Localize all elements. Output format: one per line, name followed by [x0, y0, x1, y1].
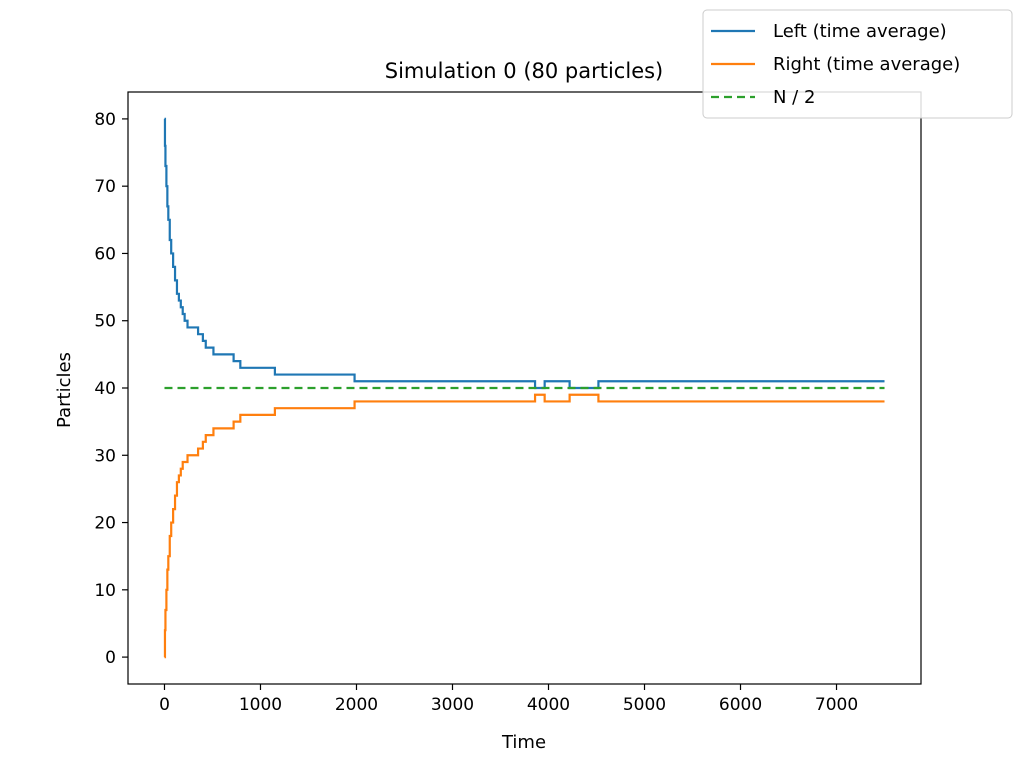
legend-box [702, 9, 1013, 119]
x-tick-label: 1000 [239, 695, 282, 715]
y-tick-label: 80 [94, 110, 116, 130]
chart-title: Simulation 0 (80 particles) [385, 59, 664, 83]
y-tick-label: 70 [94, 177, 116, 197]
y-tick-label: 30 [94, 446, 116, 466]
x-tick-label: 3000 [431, 695, 474, 715]
x-tick-label: 4000 [527, 695, 570, 715]
legend-label-right-time-average: Right (time average) [773, 54, 960, 75]
x-tick-label: 0 [159, 695, 170, 715]
x-tick-label: 7000 [815, 695, 858, 715]
y-axis: 0 10 20 30 40 50 60 70 80 [94, 110, 128, 668]
x-axis-label: Time [501, 732, 546, 753]
y-axis-label: Particles [54, 352, 75, 428]
series-line-left-time-average [163, 117, 885, 390]
y-tick-label: 10 [94, 581, 116, 601]
plot-area [163, 117, 885, 659]
y-tick-label: 0 [105, 648, 116, 668]
series-line-right-time-average [163, 393, 885, 659]
y-tick-label: 20 [94, 514, 116, 534]
x-tick-label: 2000 [335, 695, 378, 715]
x-tick-label: 6000 [719, 695, 762, 715]
legend: Left (time average) Right (time average) N… [702, 9, 1013, 119]
legend-label-n-2: N / 2 [773, 87, 815, 108]
legend-label-left-time-average: Left (time average) [773, 21, 947, 42]
x-axis: 0 1000 2000 3000 4000 5000 6000 7000 [159, 684, 858, 715]
y-tick-label: 60 [94, 244, 116, 264]
x-tick-label: 5000 [623, 695, 666, 715]
y-tick-label: 50 [94, 312, 116, 332]
y-tick-label: 40 [94, 379, 116, 399]
